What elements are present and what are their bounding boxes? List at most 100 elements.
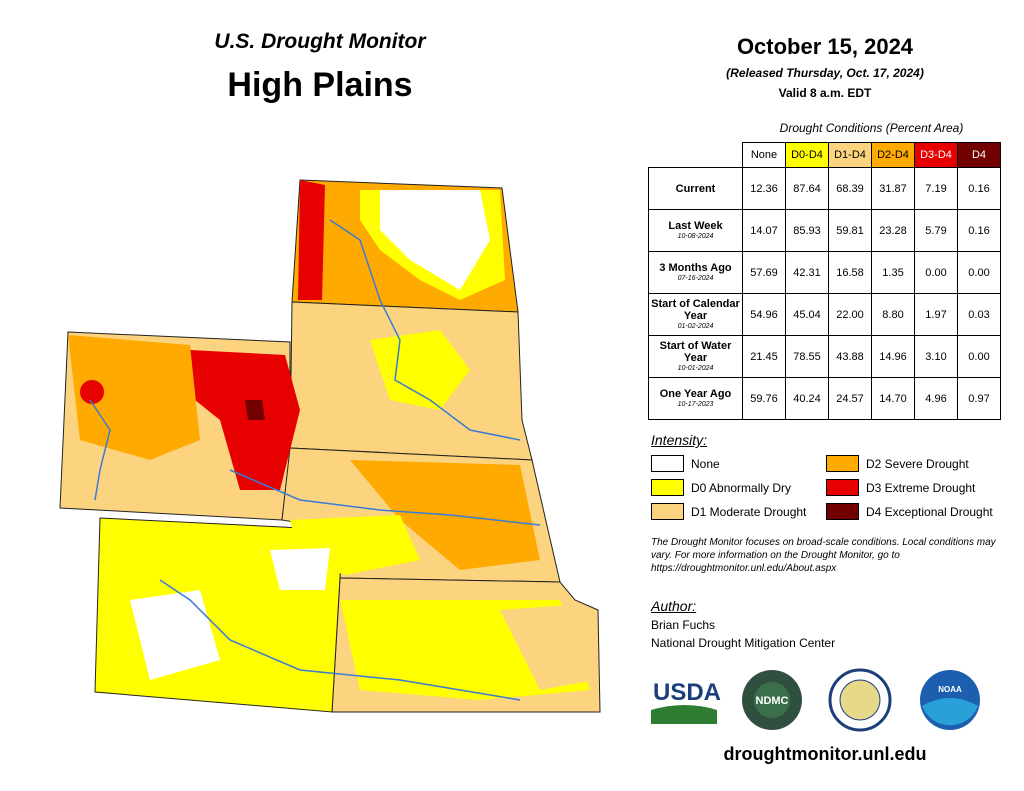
row-name: 3 Months Ago	[659, 262, 732, 274]
legend-swatch	[651, 503, 684, 520]
legend-item: D2 Severe Drought	[826, 455, 969, 472]
legend-swatch	[826, 479, 859, 496]
cell: 24.57	[828, 377, 872, 420]
title: High Plains	[227, 66, 413, 104]
row-label: Current	[648, 167, 743, 210]
cell: 57.69	[742, 251, 786, 294]
cell: 59.81	[828, 209, 872, 252]
row-date: 10-17-2023	[677, 401, 714, 408]
cell: 22.00	[828, 293, 872, 336]
cell: 0.00	[914, 251, 958, 294]
table-row: Start of Calendar Year 01-02-2024 54.96 45.…	[648, 293, 1001, 336]
legend-label: D4 Exceptional Drought	[866, 504, 993, 519]
none-area	[380, 190, 490, 290]
noaa-wave	[922, 698, 978, 726]
legend-label: D0 Abnormally Dry	[691, 480, 792, 495]
river	[229, 469, 541, 526]
cell: 59.76	[742, 377, 786, 420]
river	[89, 399, 111, 501]
table-row: One Year Ago 10-17-2023 59.76 40.24 24.57 14.…	[648, 377, 1001, 420]
row-label: Last Week 10-08-2024	[648, 209, 743, 252]
cell: 3.10	[914, 335, 958, 378]
cell: 21.45	[742, 335, 786, 378]
cell: 45.04	[785, 293, 829, 336]
row-date: 10-08-2024	[677, 233, 714, 240]
table-row: Start of Water Year 10-01-2024 21.45 78.55 4…	[648, 335, 1001, 378]
cell: 68.39	[828, 167, 872, 210]
blank-cell	[649, 143, 743, 168]
d1-area	[500, 605, 595, 690]
cell: 16.58	[828, 251, 872, 294]
noaa-text: NOAA	[938, 685, 962, 694]
note: The Drought Monitor focuses on broad-sca…	[651, 537, 996, 574]
date: October 15, 2024	[736, 34, 914, 59]
d3-area	[80, 380, 104, 404]
d2-area	[68, 335, 200, 460]
row-label: Start of Calendar Year 01-02-2024	[648, 293, 743, 336]
river	[159, 579, 521, 701]
row-date: 10-01-2024	[677, 365, 714, 372]
cell: 0.00	[957, 335, 1001, 378]
cell: 23.28	[871, 209, 915, 252]
doc-inner	[839, 679, 881, 721]
cell: 78.55	[785, 335, 829, 378]
column-header: D1-D4	[828, 142, 872, 168]
legend-item: D4 Exceptional Drought	[826, 503, 993, 520]
cell: 0.16	[957, 167, 1001, 210]
author-org: National Drought Mitigation Center	[651, 636, 836, 650]
usda-logo: USDA	[653, 679, 721, 706]
column-header: None	[742, 142, 786, 168]
cell: 0.03	[957, 293, 1001, 336]
cell: 0.97	[957, 377, 1001, 420]
legend-swatch	[651, 455, 684, 472]
column-header: D0-D4	[785, 142, 829, 168]
release-date: (Released Thursday, Oct. 17, 2024)	[726, 66, 924, 80]
ndmc-text: NDMC	[756, 695, 789, 707]
column-header: D4	[957, 142, 1001, 168]
cell: 54.96	[742, 293, 786, 336]
legend-label: None	[691, 456, 720, 471]
author-title: Author:	[651, 598, 697, 614]
river	[329, 219, 521, 441]
row-label: 3 Months Ago 07-16-2024	[648, 251, 743, 294]
cell: 43.88	[828, 335, 872, 378]
conditions-table: None D0-D4 D1-D4 D2-D4 D3-D4 D4 Current 12.36 87…	[648, 142, 1001, 420]
legend-item: None	[651, 455, 720, 472]
row-name: Start of Water Year	[659, 340, 732, 364]
header-row: None D0-D4 D1-D4 D2-D4 D3-D4 D4	[649, 142, 1001, 168]
legend-label: D1 Moderate Drought	[691, 504, 807, 519]
d4-area	[245, 400, 265, 420]
table-row: Current 12.36 87.64 68.39 31.87 7.19 0.16	[648, 167, 1001, 210]
d0-area	[370, 330, 470, 410]
row-label: One Year Ago 10-17-2023	[648, 377, 743, 420]
cell: 87.64	[785, 167, 829, 210]
legend-swatch	[651, 479, 684, 496]
valid-time: Valid 8 a.m. EDT	[778, 86, 872, 100]
subtitle: U.S. Drought Monitor	[214, 30, 426, 53]
cell: 4.96	[914, 377, 958, 420]
usda-swoosh	[651, 705, 717, 724]
row-label: Start of Water Year 10-01-2024	[648, 335, 743, 378]
cell: 42.31	[785, 251, 829, 294]
cell: 5.79	[914, 209, 958, 252]
row-name: Start of Calendar Year	[651, 298, 740, 322]
ndmc-inner	[754, 682, 790, 718]
cell: 7.19	[914, 167, 958, 210]
d3-area	[190, 350, 300, 490]
logos: USDA NDMC NOAA	[651, 668, 980, 732]
legend-item: D1 Moderate Drought	[651, 503, 806, 520]
cell: 14.70	[871, 377, 915, 420]
column-header: D2-D4	[871, 142, 915, 168]
column-header: D3-D4	[914, 142, 958, 168]
drought-map	[59, 179, 601, 713]
legend-label: D3 Extreme Drought	[866, 480, 976, 495]
author-name: Brian Fuchs	[651, 618, 716, 632]
cell: 12.36	[742, 167, 786, 210]
row-name: One Year Ago	[659, 388, 732, 400]
cell: 0.00	[957, 251, 1001, 294]
none-area	[130, 590, 220, 680]
cell: 0.16	[957, 209, 1001, 252]
cell: 1.35	[871, 251, 915, 294]
